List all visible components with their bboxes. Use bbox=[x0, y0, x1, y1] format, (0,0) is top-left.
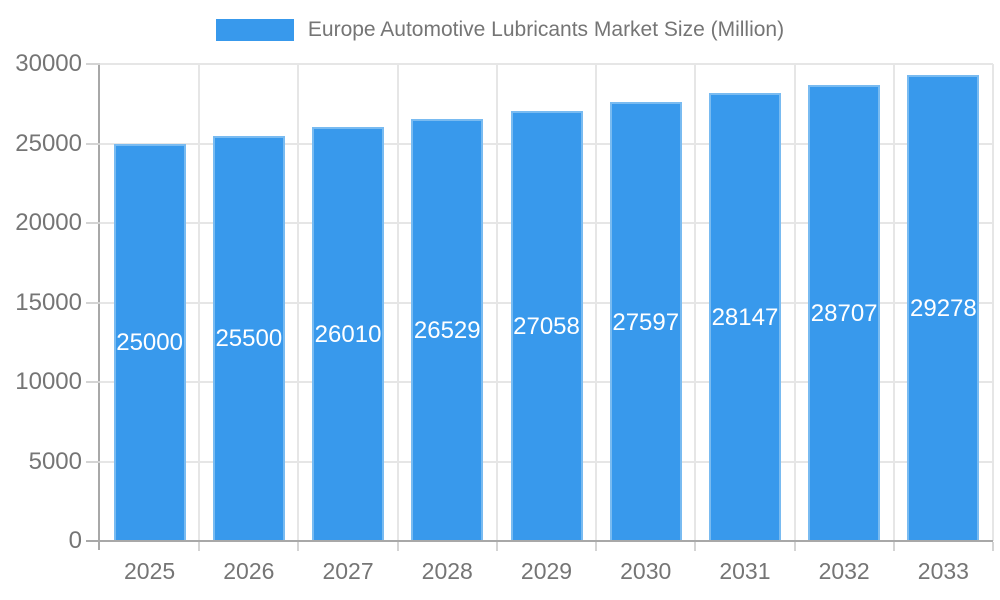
bar[interactable]: 29278 bbox=[907, 75, 980, 541]
legend-label: Europe Automotive Lubricants Market Size… bbox=[307, 18, 785, 41]
y-axis-tick-label: 25000 bbox=[15, 129, 82, 157]
y-axis-tick-label: 0 bbox=[68, 527, 82, 554]
bar[interactable]: 28707 bbox=[808, 84, 881, 541]
bar-value-label: 26529 bbox=[413, 317, 481, 345]
x-axis-tick-label: 2033 bbox=[917, 558, 969, 584]
bar-value-label: 25000 bbox=[116, 329, 183, 357]
y-axis-tick-label: 10000 bbox=[15, 368, 82, 395]
x-axis-tick-label: 2027 bbox=[322, 558, 374, 584]
x-axis-tick-label: 2025 bbox=[124, 558, 176, 584]
bar-value-label: 27597 bbox=[612, 308, 680, 336]
y-axis-tick-label: 5000 bbox=[28, 447, 82, 475]
gridline-horizontal bbox=[100, 63, 993, 65]
x-axis-tick bbox=[495, 542, 498, 551]
bar-value-label: 28707 bbox=[810, 299, 878, 327]
x-axis-tick-label: 2028 bbox=[421, 558, 473, 584]
x-axis-tick bbox=[595, 542, 598, 551]
bar[interactable]: 27058 bbox=[510, 110, 583, 541]
x-axis-tick bbox=[396, 542, 399, 551]
y-axis-tick-label: 30000 bbox=[15, 50, 82, 77]
x-axis-tick-label: 2029 bbox=[520, 558, 573, 584]
x-axis-tick-label: 2031 bbox=[719, 558, 771, 584]
legend[interactable]: Europe Automotive Lubricants Market Size… bbox=[0, 18, 1000, 42]
x-axis-line bbox=[86, 540, 993, 542]
y-axis-tick bbox=[86, 301, 100, 304]
bar-value-label: 26010 bbox=[314, 321, 382, 349]
y-axis-tick bbox=[86, 222, 100, 224]
bar[interactable]: 28147 bbox=[708, 93, 781, 541]
x-axis-tick-label: 2032 bbox=[818, 558, 870, 584]
bar[interactable]: 26010 bbox=[312, 127, 385, 541]
bar-value-label: 27058 bbox=[513, 312, 580, 340]
y-axis-tick bbox=[86, 460, 100, 463]
bar[interactable]: 25500 bbox=[212, 135, 285, 541]
x-axis-tick bbox=[992, 542, 994, 551]
y-axis-tick bbox=[86, 381, 100, 383]
x-axis-tick bbox=[793, 542, 796, 551]
x-axis-tick bbox=[892, 542, 895, 551]
y-axis-tick bbox=[86, 142, 100, 145]
y-axis-tick bbox=[86, 63, 100, 65]
bar[interactable]: 26529 bbox=[411, 119, 484, 541]
bar-value-label: 28147 bbox=[711, 304, 779, 332]
x-axis-tick bbox=[198, 542, 201, 551]
x-axis-tick-label: 2026 bbox=[223, 558, 275, 584]
bar-value-label: 29278 bbox=[910, 295, 977, 323]
x-axis-tick bbox=[297, 542, 300, 551]
x-axis-tick bbox=[694, 542, 697, 551]
legend-swatch bbox=[215, 19, 294, 41]
bar-value-label: 25500 bbox=[215, 325, 283, 353]
y-axis-tick-label: 20000 bbox=[15, 209, 82, 236]
plot-area: 25000 25500 26010 26529 27058 27597 28147 28707… bbox=[100, 63, 994, 541]
x-axis-tick-label: 2030 bbox=[620, 558, 672, 584]
bar[interactable]: 25000 bbox=[113, 143, 186, 541]
gridline-vertical bbox=[992, 64, 994, 541]
bar[interactable]: 27597 bbox=[609, 102, 682, 541]
y-axis-line bbox=[98, 64, 100, 550]
y-axis-tick-label: 15000 bbox=[15, 288, 82, 316]
